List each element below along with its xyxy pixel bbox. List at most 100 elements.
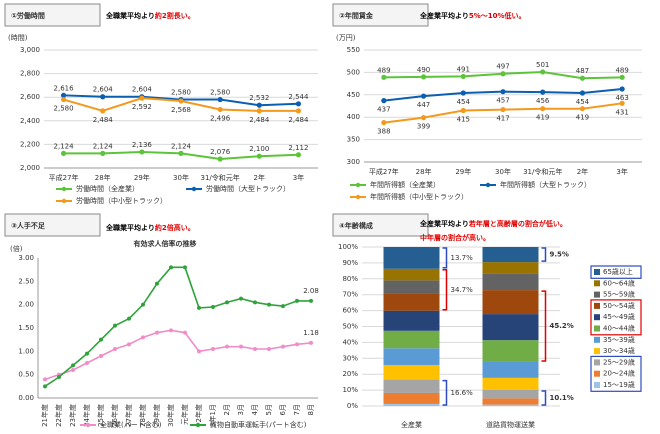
bracket: [442, 247, 448, 269]
x-tick-label: 7月: [293, 404, 301, 415]
panel-title: ②年間賃金: [339, 11, 374, 20]
data-point: [71, 363, 75, 368]
legend-swatch: [594, 359, 600, 366]
x-tick-label: 8月: [307, 404, 315, 415]
y-axis-label: (万円): [336, 34, 356, 42]
y-tick-label: 50%: [342, 323, 358, 331]
data-label: 2,580: [54, 105, 74, 113]
data-point: [100, 108, 106, 114]
subtitle-part: 全産業平均より: [419, 11, 469, 20]
data-point: [197, 305, 201, 310]
x-tick-label: 3年: [616, 167, 627, 176]
data-label: 2,580: [171, 89, 191, 97]
data-point: [500, 89, 506, 95]
data-point: [99, 337, 103, 342]
y-tick-label: 20%: [342, 370, 358, 378]
legend-swatch: [594, 314, 600, 321]
legend-label: 20～24歳: [603, 369, 635, 378]
data-label: 456: [536, 97, 550, 105]
subtitle-part: 若年層と高齢層の割合が低い。: [469, 219, 567, 228]
data-label: 489: [377, 66, 390, 74]
bracket-label: 45.2%: [550, 322, 574, 330]
bar-segment: [482, 262, 539, 274]
data-point: [579, 90, 586, 96]
data-point: [127, 342, 131, 347]
legend-swatch: [594, 269, 600, 275]
data-point: [155, 330, 159, 335]
x-tick-label: 30年度: [166, 404, 175, 427]
y-tick-label: 550: [347, 46, 360, 54]
data-point: [113, 347, 117, 351]
x-tick-label: 26年度: [110, 404, 119, 427]
panel-title: ④年齢構成: [339, 221, 373, 230]
bracket: [541, 390, 547, 406]
legend-frame: [590, 299, 642, 336]
data-label: 2,484: [93, 116, 114, 124]
data-label: 419: [536, 114, 549, 122]
bar-segment: [482, 314, 539, 341]
data-point: [141, 335, 145, 340]
subtitle: 全職業平均より約2倍高い。: [105, 223, 195, 232]
data-label: 2,136: [132, 141, 153, 149]
legend-swatch: [594, 291, 600, 298]
legend-label: 40～44歳: [603, 324, 635, 333]
data-point: [197, 349, 201, 354]
series-line: [44, 266, 311, 387]
data-label: 454: [457, 98, 471, 106]
legend-swatch: [594, 370, 600, 377]
x-tick-label: 4月: [251, 404, 259, 415]
data-point: [43, 384, 47, 389]
legend-marker: [85, 422, 91, 428]
data-point: [178, 150, 184, 156]
data-point: [381, 98, 387, 104]
data-point: [139, 149, 145, 155]
legend-marker: [61, 198, 67, 204]
x-tick-label: 28年: [95, 173, 111, 182]
data-point: [183, 265, 187, 270]
data-point: [579, 75, 586, 81]
x-tick-label: 28年: [416, 167, 432, 176]
data-point: [139, 95, 145, 101]
bracket: [541, 247, 547, 262]
subtitle-part: 中年層の割合が高い。: [420, 233, 490, 242]
x-tick-label: 27年度: [124, 404, 133, 427]
bracket-label: 9.5%: [550, 251, 569, 259]
data-point: [85, 351, 89, 356]
legend-swatch: [594, 348, 600, 355]
data-point: [420, 115, 427, 121]
data-point: [178, 98, 184, 104]
data-point: [420, 74, 427, 80]
y-tick-label: 2,000: [20, 164, 40, 172]
legend-label: 全職業(パート含む): [100, 420, 162, 429]
data-label: 415: [457, 115, 470, 123]
y-axis-label: (時間): [8, 34, 28, 42]
bar-segment: [383, 280, 440, 294]
legend-frame: [590, 355, 642, 392]
y-tick-label: 10%: [342, 386, 358, 394]
data-point: [281, 344, 285, 349]
bar-segment: [383, 293, 440, 311]
legend-frame: [590, 265, 642, 279]
data-point: [281, 304, 285, 309]
x-tick-label: 元年度: [180, 404, 189, 425]
data-label: 2,124: [54, 142, 75, 150]
bar-segment: [383, 268, 440, 281]
data-label: 2,568: [171, 106, 191, 114]
data-point: [99, 354, 103, 358]
data-label: 457: [496, 97, 509, 105]
x-tick-label: 21年度: [40, 404, 49, 427]
bar-segment: [383, 348, 440, 365]
data-point: [217, 106, 223, 113]
bar-segment: [383, 379, 440, 393]
data-point: [619, 74, 625, 80]
bracket-label: 16.6%: [451, 389, 474, 397]
data-label: 2,580: [210, 89, 230, 97]
data-point: [100, 150, 106, 156]
data-point: [100, 94, 106, 100]
data-point: [85, 361, 89, 365]
x-tick-label: 3月: [237, 404, 245, 415]
legend-marker: [355, 182, 361, 188]
x-tick-label: 2月: [223, 404, 231, 415]
x-tick-label: 31/令和元年: [523, 167, 562, 176]
